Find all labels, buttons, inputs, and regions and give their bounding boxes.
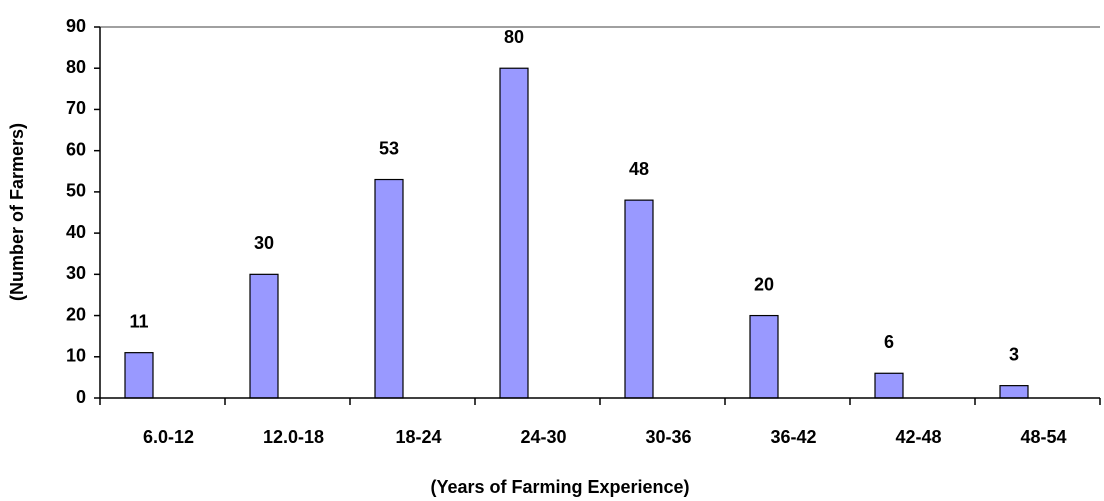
- data-label: 53: [379, 138, 399, 158]
- y-tick-label: 40: [66, 222, 86, 242]
- bar: [374, 178, 404, 399]
- bar: [999, 385, 1029, 399]
- bar: [749, 314, 779, 399]
- bar: [874, 372, 904, 399]
- y-tick-label: 0: [76, 387, 86, 407]
- x-tick-label: 30-36: [645, 427, 691, 447]
- bar: [249, 273, 279, 399]
- x-tick-label: 24-30: [520, 427, 566, 447]
- x-tick-label: 18-24: [395, 427, 441, 447]
- x-axis-title: (Years of Farming Experience): [430, 477, 689, 497]
- y-tick-label: 60: [66, 139, 86, 159]
- y-axis-title: (Number of Farmers): [7, 123, 27, 301]
- x-tick-label: 48-54: [1020, 427, 1066, 447]
- data-label: 80: [504, 27, 524, 47]
- y-tick-label: 70: [66, 98, 86, 118]
- x-tick-label: 6.0-12: [143, 427, 194, 447]
- y-tick-label: 20: [66, 304, 86, 324]
- y-tick-label: 30: [66, 263, 86, 283]
- y-tick-label: 10: [66, 346, 86, 366]
- data-label: 11: [129, 311, 148, 331]
- bar: [124, 352, 154, 399]
- y-tick-label: 90: [66, 16, 86, 36]
- data-label: 20: [754, 274, 774, 294]
- x-tick-label: 36-42: [770, 427, 816, 447]
- bar: [624, 199, 654, 399]
- data-label: 30: [254, 233, 274, 253]
- data-label: 48: [629, 159, 649, 179]
- data-label: 3: [1009, 344, 1019, 364]
- x-tick-label: 12.0-18: [263, 427, 324, 447]
- data-label: 6: [884, 332, 894, 352]
- y-tick-label: 80: [66, 57, 86, 77]
- bar: [499, 67, 529, 399]
- y-tick-label: 50: [66, 181, 86, 201]
- x-tick-label: 42-48: [895, 427, 941, 447]
